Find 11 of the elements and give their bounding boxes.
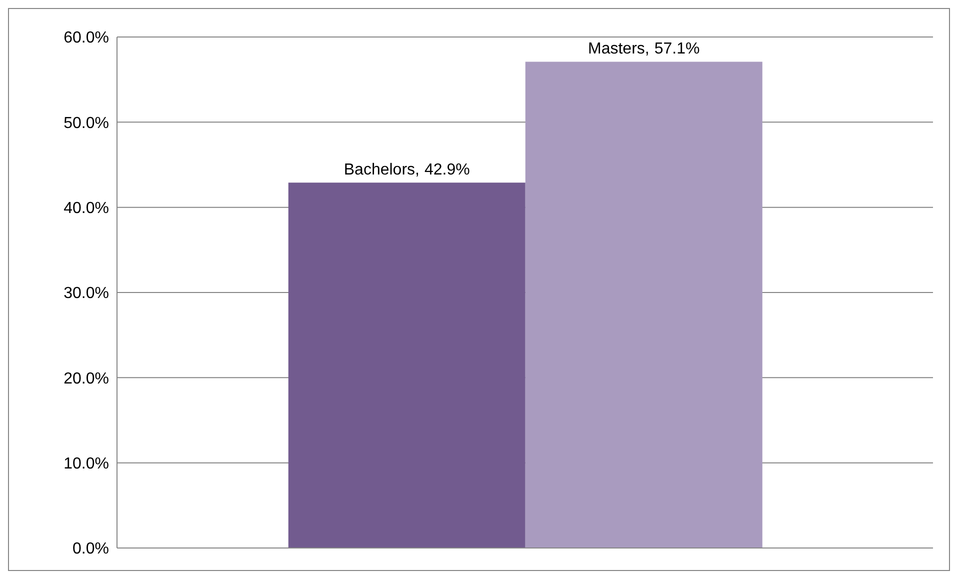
series-label: Bachelors, [344,162,420,179]
y-tick-label: 10.0% [64,456,109,473]
data-label: 42.9% [424,162,470,179]
data-label: 57.1% [654,40,700,58]
y-tick-label: 60.0% [64,30,109,47]
y-tick-label: 50.0% [64,114,109,132]
y-tick-label: 0.0% [72,540,109,558]
y-tick-label: 20.0% [64,370,109,388]
series-label: Masters, [588,40,650,58]
y-tick-label: 30.0% [64,285,109,302]
y-tick-label: 40.0% [64,200,109,218]
